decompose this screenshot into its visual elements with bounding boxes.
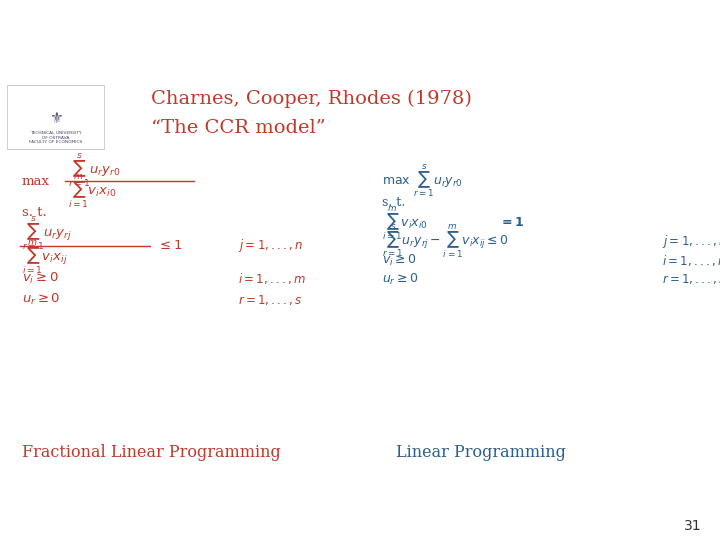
Text: A top place: A top place [122, 15, 181, 25]
Text: Fractional Linear Programming: Fractional Linear Programming [22, 444, 280, 461]
Text: $r = 1,...,s$: $r = 1,...,s$ [662, 272, 720, 286]
Text: $\sum_{i=1}^{m} v_i x_{i0}$: $\sum_{i=1}^{m} v_i x_{i0}$ [68, 173, 117, 211]
Text: $j = 1,...,n$: $j = 1,...,n$ [238, 238, 303, 254]
Text: Charnes, Cooper, Rhodes (1978): Charnes, Cooper, Rhodes (1978) [151, 90, 472, 109]
Text: 31: 31 [685, 519, 702, 533]
Text: to Study Economics: to Study Economics [122, 37, 225, 47]
Text: s. t.: s. t. [382, 197, 405, 210]
Text: $r = 1,...,s$: $r = 1,...,s$ [238, 293, 302, 307]
Text: s. t.: s. t. [22, 206, 46, 219]
Text: $\sum_{r=1}^{s} u_r y_{rj} - \sum_{i=1}^{m} v_i x_{ij} \leq 0$: $\sum_{r=1}^{s} u_r y_{rj} - \sum_{i=1}^… [382, 222, 508, 260]
Text: $\sum_{r=1}^{s} u_r y_{r0}$: $\sum_{r=1}^{s} u_r y_{r0}$ [68, 151, 121, 188]
Text: ⚜: ⚜ [49, 111, 62, 126]
Text: $v_i \geq 0$: $v_i \geq 0$ [382, 253, 416, 268]
Text: max $\sum_{r=1}^{s} u_r y_{r0}$: max $\sum_{r=1}^{s} u_r y_{r0}$ [382, 163, 462, 200]
Text: $u_r \geq 0$: $u_r \geq 0$ [22, 292, 60, 307]
Text: $\sum_{i=1}^{m} v_i x_{ij}$: $\sum_{i=1}^{m} v_i x_{ij}$ [22, 239, 67, 277]
Text: $\sum_{i=1}^{m} v_i x_{i0}$: $\sum_{i=1}^{m} v_i x_{i0}$ [382, 204, 428, 241]
Text: www.ekf.vsb.cz/en: www.ekf.vsb.cz/en [432, 42, 503, 51]
Text: $\sum_{r=1}^{s} u_r y_{rj}$: $\sum_{r=1}^{s} u_r y_{rj}$ [22, 215, 71, 252]
Text: $\mathbf{= 1}$: $\mathbf{= 1}$ [499, 216, 524, 229]
Text: $\leq 1$: $\leq 1$ [157, 239, 182, 252]
Bar [7, 85, 104, 149]
Text: $v_i \geq 0$: $v_i \geq 0$ [22, 271, 58, 286]
Text: “The CCR model”: “The CCR model” [151, 118, 326, 137]
Text: $i = 1,...,m$: $i = 1,...,m$ [662, 253, 720, 268]
Text: $i = 1,...,m$: $i = 1,...,m$ [238, 271, 305, 286]
Text: max: max [22, 175, 50, 188]
Text: ekf: ekf [28, 15, 80, 47]
Text: TECHNICAL UNIVERSITY
OF OSTRAVA
FACULTY OF ECONOMICS: TECHNICAL UNIVERSITY OF OSTRAVA FACULTY … [29, 131, 82, 145]
Text: Technical University of Ostrava, Faculty of Economics: Technical University of Ostrava, Faculty… [432, 11, 636, 20]
Text: $j = 1,...,n$: $j = 1,...,n$ [662, 233, 720, 250]
Text: Sokolska trida 33, 702 00 Ostrava 1, Czech Republic: Sokolska trida 33, 702 00 Ostrava 1, Cze… [432, 26, 632, 36]
Text: Linear Programming: Linear Programming [396, 444, 566, 461]
Text: $u_r \geq 0$: $u_r \geq 0$ [382, 272, 418, 287]
